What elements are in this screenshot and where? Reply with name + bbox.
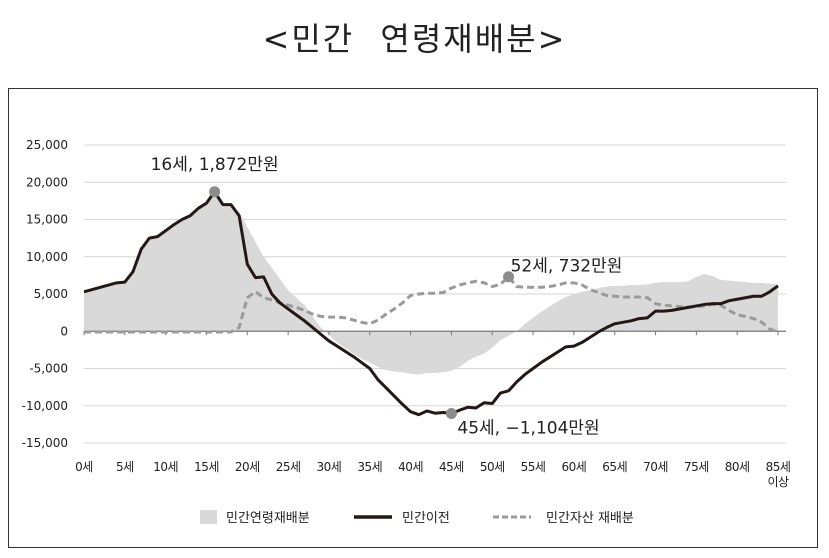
- y-tick-label: 15,000: [26, 213, 68, 227]
- y-tick-label: -5,000: [29, 362, 68, 376]
- x-tick-label: 75세: [684, 460, 709, 474]
- x-tick-label: 70세: [643, 460, 668, 474]
- y-tick-label: -15,000: [22, 436, 68, 450]
- chart-frame: [8, 88, 818, 548]
- x-tick-label: 이상: [767, 475, 789, 489]
- legend-swatch-area: [200, 510, 217, 524]
- x-tick-label: 55세: [521, 460, 546, 474]
- x-tick-label: 10세: [153, 460, 178, 474]
- y-tick-label: 10,000: [26, 250, 68, 264]
- y-tick-label: 20,000: [26, 175, 68, 189]
- y-tick-label: 25,000: [26, 138, 68, 152]
- line-series-private-transfer: [83, 190, 779, 417]
- x-tick-label: 65세: [602, 460, 627, 474]
- x-tick-label: 5세: [116, 460, 134, 474]
- legend-label: 민간연령재배분: [226, 511, 310, 526]
- annotation-label: 45세, −1,104만원: [457, 418, 599, 438]
- annotation-point: [209, 186, 221, 198]
- legend-label: 민간이전: [402, 511, 450, 526]
- x-tick-label: 20세: [235, 460, 260, 474]
- x-tick-label: 0세: [75, 460, 93, 474]
- legend-label: 민간자산 재배분: [546, 511, 634, 526]
- x-tick-label: 45세: [439, 460, 464, 474]
- y-tick-label: -10,000: [22, 399, 68, 413]
- x-tick-label: 40세: [398, 460, 423, 474]
- x-tick-label: 15세: [194, 460, 219, 474]
- annotation-point: [445, 407, 457, 419]
- annotation-point: [503, 271, 515, 283]
- y-tick-label: 5,000: [34, 287, 68, 301]
- x-tick-label: 60세: [561, 460, 586, 474]
- line-series-asset-reallocation: [84, 274, 779, 334]
- x-tick-label: 85세: [766, 460, 791, 474]
- x-tick-label: 50세: [480, 460, 505, 474]
- annotation-label: 16세, 1,872만원: [151, 155, 279, 175]
- annotation-label: 52세, 732만원: [511, 257, 623, 277]
- x-tick-label: 25세: [276, 460, 301, 474]
- y-tick-label: 0: [60, 324, 68, 338]
- x-tick-label: 30세: [317, 460, 342, 474]
- x-tick-label: 80세: [725, 460, 750, 474]
- chart-title: <민간 연령재배분>: [262, 20, 567, 58]
- x-tick-label: 35세: [357, 460, 382, 474]
